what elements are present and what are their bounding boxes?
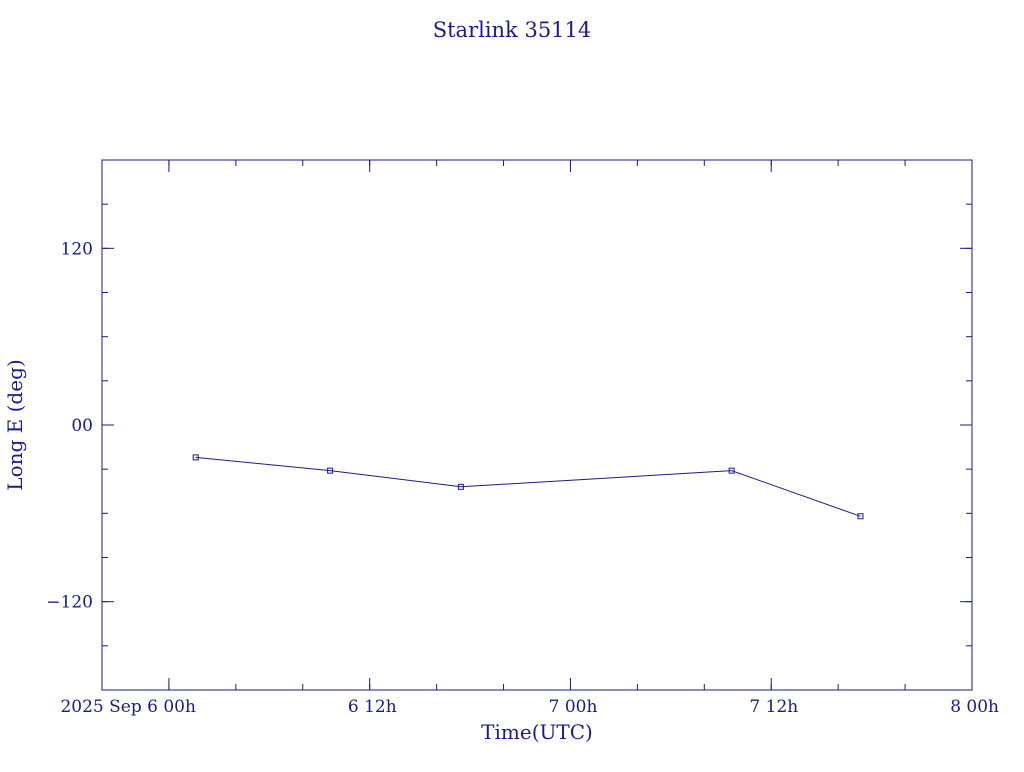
data-point-marker: [327, 467, 334, 474]
series-line: [195, 456, 861, 517]
y-axis-label: Long E (deg): [3, 359, 27, 490]
y-tick-label: 120: [61, 239, 93, 259]
data-point-marker: [857, 513, 864, 520]
x-axis-tick-labels: 2025 Sep 6 00h 6 12h 7 00h 7 12h 8 00h: [60, 697, 999, 717]
x-tick-label: 7 00h: [549, 697, 598, 717]
x-tick-label: 6 12h: [348, 697, 397, 717]
y-tick-label: 00: [71, 416, 93, 436]
x-tick-label: 7 12h: [749, 697, 798, 717]
data-point-marker: [192, 454, 199, 461]
data-point-marker: [457, 483, 464, 490]
axis-ticks: [101, 160, 973, 690]
x-tick-label: 8 00h: [950, 697, 999, 717]
x-tick-label: 2025 Sep 6 00h: [60, 697, 196, 717]
y-tick-label: −120: [46, 593, 93, 613]
series-layer: [192, 454, 864, 520]
data-point-marker: [728, 467, 735, 474]
x-axis-label: Time(UTC): [481, 720, 593, 744]
chart-title: Starlink 35114: [433, 18, 592, 42]
plot-frame: [101, 159, 973, 691]
y-axis-tick-labels: 120 00 −120: [46, 239, 93, 612]
